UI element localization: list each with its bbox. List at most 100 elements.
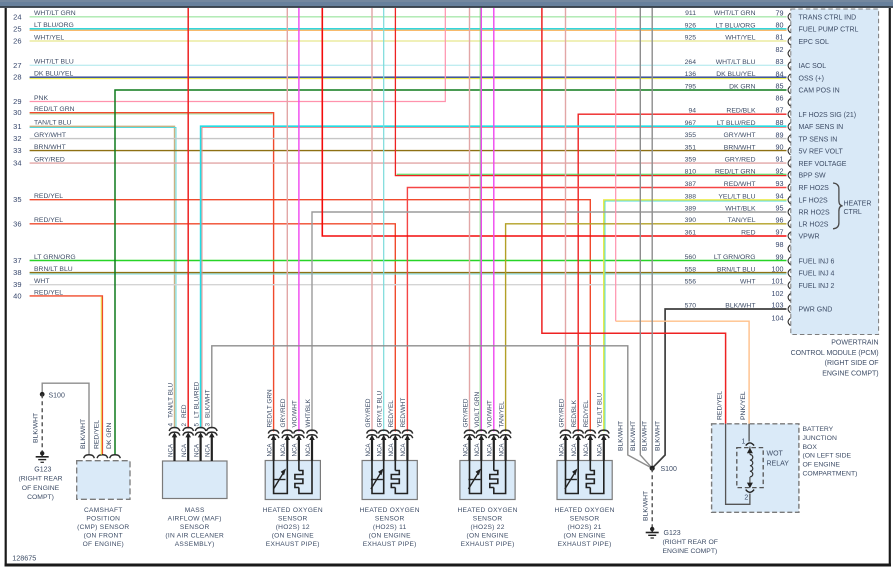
svg-text:355: 355 [685, 132, 697, 139]
svg-text:LT BLU/RED: LT BLU/RED [717, 120, 756, 127]
svg-text:926: 926 [685, 22, 697, 29]
svg-text:NCA: NCA [597, 443, 604, 457]
svg-text:BRN/LT BLU: BRN/LT BLU [717, 266, 756, 273]
svg-text:FUEL INJ 2: FUEL INJ 2 [799, 283, 835, 290]
svg-text:RED/LT GRN: RED/LT GRN [34, 106, 75, 113]
svg-text:EXHAUST PIPE): EXHAUST PIPE) [461, 541, 515, 548]
svg-text:WHT/LT BLU: WHT/LT BLU [34, 59, 74, 66]
svg-text:CONTROL MODULE (PCM): CONTROL MODULE (PCM) [791, 350, 879, 357]
svg-text:SENSOR: SENSOR [278, 516, 308, 523]
svg-text:VPWR: VPWR [799, 234, 820, 241]
svg-text:NCA: NCA [193, 443, 200, 457]
svg-text:BLK/WHT: BLK/WHT [725, 302, 755, 309]
svg-text:GRY/RED: GRY/RED [280, 398, 287, 427]
svg-text:POSITION: POSITION [86, 516, 120, 523]
svg-text:(ON LEFT SIDE: (ON LEFT SIDE [803, 453, 852, 460]
svg-text:EXHAUST PIPE): EXHAUST PIPE) [363, 541, 417, 548]
svg-text:GRY/RED: GRY/RED [558, 398, 565, 427]
svg-text:WHT/LT GRN: WHT/LT GRN [714, 10, 756, 17]
svg-text:BLK/WHT: BLK/WHT [655, 421, 662, 451]
svg-text:88: 88 [776, 118, 784, 127]
svg-text:BRN/LT BLU: BRN/LT BLU [34, 266, 73, 273]
svg-text:GRY/RED: GRY/RED [462, 398, 469, 427]
svg-text:BLK/WHT: BLK/WHT [630, 421, 637, 451]
svg-text:86: 86 [776, 94, 784, 103]
svg-text:100: 100 [772, 265, 784, 274]
svg-text:34: 34 [13, 159, 21, 168]
svg-text:(HO2S) 12: (HO2S) 12 [276, 524, 310, 531]
svg-text:264: 264 [685, 59, 697, 66]
svg-text:ENGINE COMPT): ENGINE COMPT) [663, 548, 718, 555]
svg-text:FUEL INJ 4: FUEL INJ 4 [799, 271, 835, 278]
svg-text:WHT/YEL: WHT/YEL [34, 34, 64, 41]
svg-text:(HO2S) 21: (HO2S) 21 [567, 524, 601, 531]
svg-text:NCA: NCA [205, 443, 212, 457]
svg-text:89: 89 [776, 130, 784, 139]
svg-text:WHT: WHT [34, 278, 49, 285]
svg-text:387: 387 [685, 181, 697, 188]
svg-text:TAN/YEL: TAN/YEL [498, 401, 505, 428]
svg-text:RED/YEL: RED/YEL [583, 400, 590, 428]
svg-text:29: 29 [13, 97, 21, 106]
svg-text:RR HO2S: RR HO2S [799, 210, 830, 217]
svg-text:36: 36 [13, 219, 21, 228]
svg-text:(HO2S) 22: (HO2S) 22 [470, 524, 504, 531]
svg-text:IAC SOL: IAC SOL [799, 63, 827, 70]
svg-text:(RIGHT REAR OF: (RIGHT REAR OF [663, 539, 718, 546]
svg-text:33: 33 [13, 146, 21, 155]
svg-text:NCA: NCA [377, 443, 384, 457]
svg-text:(ON ENGINE: (ON ENGINE [369, 533, 412, 540]
svg-text:PWR GND: PWR GND [799, 307, 833, 314]
svg-text:NCA: NCA [167, 443, 174, 457]
svg-text:967: 967 [685, 120, 697, 127]
svg-text:(RIGHT SIDE OF: (RIGHT SIDE OF [825, 360, 879, 367]
svg-text:HEATED OXYGEN: HEATED OXYGEN [554, 507, 614, 514]
svg-text:RED: RED [181, 404, 188, 418]
svg-text:ENGINE COMPT): ENGINE COMPT) [822, 370, 878, 377]
svg-text:BLK/WHT: BLK/WHT [33, 413, 40, 443]
svg-text:HEATED OXYGEN: HEATED OXYGEN [457, 507, 517, 514]
svg-text:BOX: BOX [803, 444, 818, 451]
svg-text:S100: S100 [661, 466, 677, 473]
svg-text:558: 558 [685, 266, 697, 273]
svg-text:GRY/RED: GRY/RED [365, 398, 372, 427]
svg-text:97: 97 [776, 228, 784, 237]
svg-text:TAN/LT BLU: TAN/LT BLU [34, 120, 71, 127]
svg-text:92: 92 [776, 167, 784, 176]
svg-text:GRY/LT BLU: GRY/LT BLU [377, 391, 384, 428]
svg-text:ASSEMBLY): ASSEMBLY) [175, 541, 215, 548]
svg-text:390: 390 [685, 217, 697, 224]
svg-text:WOT: WOT [767, 451, 784, 458]
svg-text:LT GRN/ORG: LT GRN/ORG [34, 254, 76, 261]
svg-text:NCA: NCA [487, 443, 494, 457]
svg-text:AIRFLOW (MAF): AIRFLOW (MAF) [168, 516, 222, 523]
svg-text:95: 95 [776, 204, 784, 213]
svg-text:NCA: NCA [462, 443, 469, 457]
svg-text:BPP SW: BPP SW [799, 173, 826, 180]
svg-text:39: 39 [13, 280, 21, 289]
svg-text:BLK/WHT: BLK/WHT [80, 419, 87, 449]
svg-text:(ON ENGINE: (ON ENGINE [563, 533, 606, 540]
svg-text:LR HO2S: LR HO2S [799, 221, 829, 228]
svg-text:NCA: NCA [305, 443, 312, 457]
svg-text:NCA: NCA [498, 443, 505, 457]
svg-text:LT BLU/ORG: LT BLU/ORG [34, 22, 74, 29]
svg-text:OSS (+): OSS (+) [799, 75, 824, 82]
svg-text:LT BLU/ORG: LT BLU/ORG [716, 22, 756, 29]
svg-text:WHT/LT GRN: WHT/LT GRN [34, 10, 76, 17]
svg-text:WHT: WHT [740, 279, 755, 286]
svg-text:G123: G123 [34, 467, 51, 474]
svg-text:LT GRN/ORG: LT GRN/ORG [714, 254, 756, 261]
svg-text:WHT/BLK: WHT/BLK [725, 205, 756, 212]
svg-text:BLK/WHT: BLK/WHT [205, 389, 212, 418]
svg-text:94: 94 [688, 108, 696, 115]
svg-text:BRN/WHT: BRN/WHT [724, 144, 756, 151]
svg-text:RED/WHT: RED/WHT [724, 181, 756, 188]
svg-text:40: 40 [13, 291, 21, 300]
svg-text:RED/YEL: RED/YEL [93, 420, 100, 449]
svg-text:4: 4 [167, 423, 174, 427]
svg-text:102: 102 [772, 289, 784, 298]
svg-text:OF ENGINE: OF ENGINE [803, 462, 841, 469]
svg-text:RED/YEL: RED/YEL [716, 391, 723, 420]
svg-text:351: 351 [685, 144, 697, 151]
